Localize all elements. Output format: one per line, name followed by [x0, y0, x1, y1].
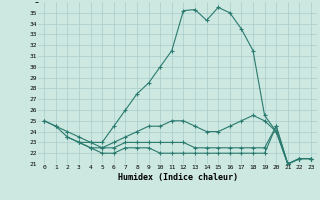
X-axis label: Humidex (Indice chaleur): Humidex (Indice chaleur)	[118, 173, 238, 182]
